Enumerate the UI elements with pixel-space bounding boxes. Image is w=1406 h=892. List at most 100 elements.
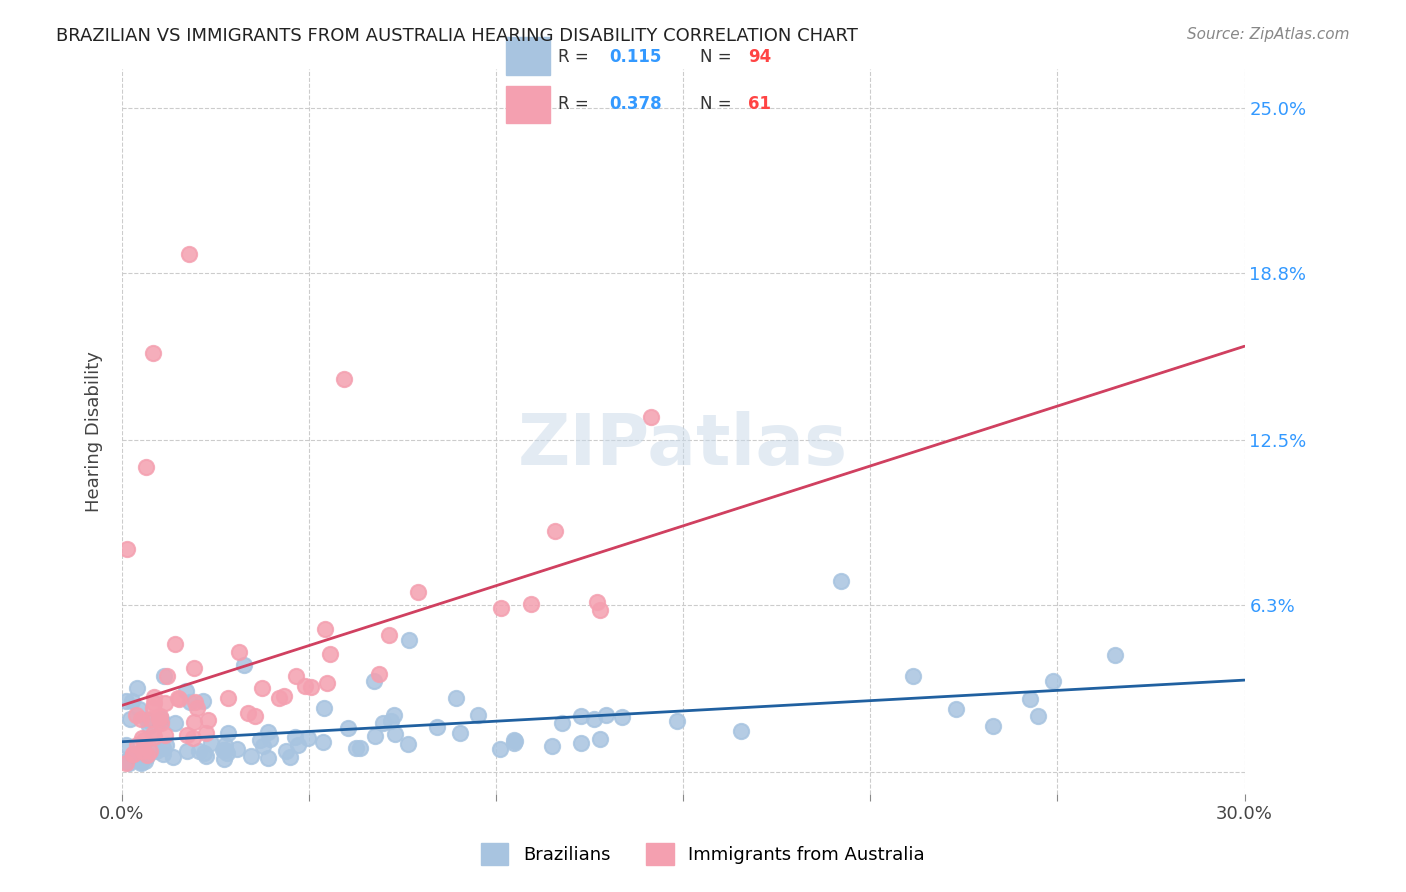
Point bbox=[122, 747, 145, 762]
Point bbox=[117, 753, 139, 767]
Point bbox=[583, 712, 606, 726]
Point bbox=[294, 679, 316, 693]
Text: N =: N = bbox=[700, 95, 737, 112]
Point bbox=[589, 603, 612, 617]
Point bbox=[149, 713, 172, 727]
Point bbox=[195, 726, 218, 740]
Legend: Brazilians, Immigrants from Australia: Brazilians, Immigrants from Australia bbox=[472, 834, 934, 874]
Point bbox=[139, 744, 162, 758]
Point bbox=[214, 752, 236, 766]
Point bbox=[250, 681, 273, 695]
Text: N =: N = bbox=[700, 48, 737, 66]
Point bbox=[983, 719, 1005, 733]
Point bbox=[398, 633, 420, 648]
Point bbox=[176, 728, 198, 742]
Point bbox=[174, 684, 197, 698]
Point bbox=[115, 738, 138, 752]
Point bbox=[312, 701, 335, 715]
Point bbox=[1042, 674, 1064, 689]
Point bbox=[193, 747, 215, 761]
Point bbox=[187, 744, 209, 758]
Point bbox=[489, 741, 512, 756]
Point bbox=[118, 712, 141, 726]
Point bbox=[194, 749, 217, 764]
Point bbox=[183, 661, 205, 675]
Point bbox=[138, 719, 160, 733]
Point bbox=[117, 754, 139, 768]
Point bbox=[135, 749, 157, 764]
Point bbox=[505, 733, 527, 747]
Point bbox=[150, 716, 173, 731]
Point bbox=[384, 727, 406, 741]
Point bbox=[125, 681, 148, 695]
Point bbox=[349, 740, 371, 755]
Point bbox=[139, 712, 162, 726]
Point bbox=[132, 741, 155, 756]
Point bbox=[364, 729, 387, 743]
Point bbox=[363, 673, 385, 688]
Point bbox=[163, 637, 186, 651]
Point bbox=[142, 727, 165, 741]
Point bbox=[114, 756, 136, 770]
Point bbox=[122, 747, 145, 761]
Point bbox=[1019, 691, 1042, 706]
Point bbox=[544, 524, 567, 538]
Point bbox=[314, 622, 336, 636]
Point bbox=[122, 750, 145, 764]
Text: ZIPatlas: ZIPatlas bbox=[519, 411, 848, 480]
Text: 0.378: 0.378 bbox=[609, 95, 661, 112]
Point bbox=[153, 668, 176, 682]
Point bbox=[252, 739, 274, 753]
Point bbox=[129, 712, 152, 726]
Point bbox=[129, 754, 152, 768]
Point bbox=[273, 689, 295, 703]
Point bbox=[333, 372, 356, 386]
Point bbox=[284, 669, 307, 683]
Point bbox=[396, 737, 419, 751]
Point bbox=[121, 693, 143, 707]
Point bbox=[176, 744, 198, 758]
Point bbox=[167, 692, 190, 706]
Point bbox=[540, 739, 562, 753]
Point bbox=[489, 601, 512, 615]
Point bbox=[1026, 709, 1049, 723]
Point bbox=[136, 747, 159, 762]
Point bbox=[153, 728, 176, 742]
Point bbox=[125, 739, 148, 753]
Point bbox=[449, 725, 471, 739]
Point bbox=[384, 708, 406, 723]
Point bbox=[640, 409, 662, 424]
Point bbox=[134, 749, 156, 764]
Point bbox=[467, 708, 489, 723]
Point bbox=[183, 731, 205, 745]
Point bbox=[214, 743, 236, 757]
Text: 0.115: 0.115 bbox=[609, 48, 661, 66]
Point bbox=[503, 736, 526, 750]
Point bbox=[730, 724, 752, 739]
Point bbox=[406, 585, 429, 599]
Point bbox=[136, 713, 159, 727]
Point bbox=[135, 459, 157, 474]
Point bbox=[167, 690, 190, 705]
Point bbox=[267, 691, 290, 706]
Point bbox=[217, 726, 239, 740]
Point bbox=[426, 720, 449, 734]
Point bbox=[131, 731, 153, 745]
Text: R =: R = bbox=[558, 48, 593, 66]
Point bbox=[371, 715, 394, 730]
Point bbox=[610, 709, 633, 723]
Point bbox=[156, 669, 179, 683]
Point bbox=[155, 738, 177, 752]
Point bbox=[1104, 648, 1126, 663]
Point bbox=[666, 714, 689, 729]
Point bbox=[163, 716, 186, 731]
Point bbox=[132, 732, 155, 747]
Point bbox=[197, 713, 219, 727]
Point bbox=[149, 709, 172, 723]
Point bbox=[143, 696, 166, 710]
Point bbox=[118, 756, 141, 771]
Point bbox=[299, 680, 322, 694]
Point bbox=[186, 701, 208, 715]
Point bbox=[142, 690, 165, 704]
Point bbox=[569, 708, 592, 723]
